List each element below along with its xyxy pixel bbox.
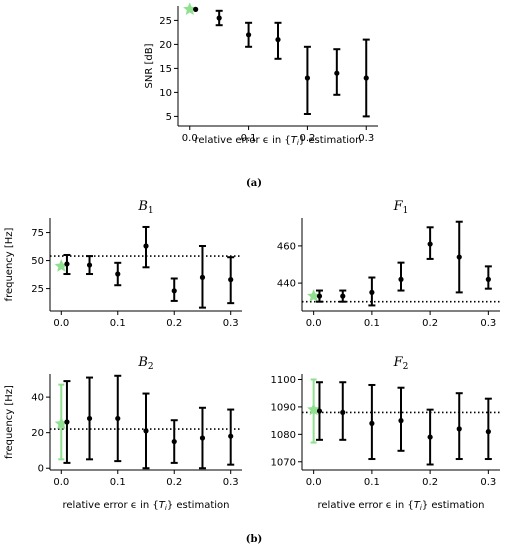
x-tick-label: 0.3 [358,133,374,144]
data-point [115,271,121,277]
x-tick-label: 0.3 [223,477,239,488]
data-point [171,288,177,294]
y-axis-label: frequency [Hz] [4,385,15,459]
data-point [398,276,404,282]
y-axis-label: SNR [dB] [144,43,155,88]
data-point [427,434,433,440]
y-axis-label: frequency [Hz] [4,227,15,301]
chart-B1: 0.0 0.1 0.2 0.3 25 50 75 B1 frequency [Hz] [4,199,242,329]
x-tick-label: 0.1 [110,477,126,488]
plots: 0.0 0.1 0.2 0.3 5 10 15 20 25 SNR [dB] relative er… [4,2,500,512]
data-point [64,419,70,425]
reference-star-marker [307,402,321,416]
x-tick-label: 0.0 [182,133,198,144]
data-point [143,428,149,434]
chart-F2: 0.0 0.1 0.2 0.3 1070 1080 1090 1100 F2 relative e… [271,355,500,512]
y-tick-label: 1080 [271,430,296,441]
chart-title: F2 [393,355,409,372]
data-point [369,289,375,295]
y-tick-label: 40 [31,393,44,404]
data-point [427,241,433,247]
data-point [363,75,369,81]
caption-b: (b) [246,534,262,545]
data-point [64,261,70,267]
y-tick-label: 1090 [271,402,296,413]
y-tick-label: 15 [159,64,172,75]
x-axis-label: relative error ϵ in {Ti} estimation [195,135,362,147]
x-axis-label: relative error ϵ in {Ti} estimation [318,500,485,512]
data-point [115,415,121,422]
data-point [275,37,281,43]
y-tick-label: 460 [277,241,296,252]
y-tick-label: 0 [38,464,44,475]
data-point [171,438,177,445]
y-tick-label: 50 [31,256,44,267]
y-tick-label: 440 [277,279,296,290]
data-point [369,420,375,426]
data-point [340,409,346,415]
data-point [456,254,462,260]
y-tick-label: 75 [31,228,44,239]
data-point [398,418,404,424]
reference-star-marker [307,289,321,302]
reference-star-marker [54,259,68,272]
x-tick-label: 0.1 [364,318,380,329]
x-tick-label: 0.0 [306,318,322,329]
chart-snr: 0.0 0.1 0.2 0.3 5 10 15 20 25 SNR [dB] relative er… [144,2,378,147]
x-tick-label: 0.3 [480,318,496,329]
x-axis-label: relative error ϵ in {Ti} estimation [63,500,230,512]
x-tick-label: 0.3 [223,318,239,329]
data-point [193,6,199,12]
data-point [485,276,491,282]
x-tick-label: 0.2 [166,318,182,329]
y-tick-label: 1070 [271,457,296,468]
x-tick-label: 0.1 [110,318,126,329]
x-tick-label: 0.2 [422,477,438,488]
chart-B2: 0.0 0.1 0.2 0.3 0 20 40 B2 frequency [Hz] relativ… [4,355,242,512]
chart-title: F1 [393,199,409,216]
x-tick-label: 0.0 [53,477,69,488]
data-point [456,426,462,432]
y-tick-label: 1100 [271,375,296,386]
x-tick-label: 0.1 [241,133,257,144]
x-tick-label: 0.1 [364,477,380,488]
y-tick-label: 10 [159,88,172,99]
y-tick-label: 20 [31,428,44,439]
data-point [340,293,346,299]
data-point [245,32,252,38]
x-tick-label: 0.2 [166,477,182,488]
data-point [316,293,323,299]
chart-F1: 0.0 0.1 0.2 0.3 440 460 F1 [277,199,500,329]
y-tick-label: 25 [31,284,44,295]
x-tick-label: 0.0 [53,318,69,329]
data-point [199,435,206,441]
data-point [304,75,311,81]
x-tick-label: 0.3 [480,477,496,488]
data-point [86,415,93,422]
caption-a: (a) [246,178,262,189]
data-point [228,277,234,283]
reference-star-marker [183,2,197,16]
y-tick-label: 25 [159,16,172,27]
data-point [143,243,149,249]
data-point [316,408,323,414]
x-tick-label: 0.2 [299,133,315,144]
y-tick-label: 20 [159,40,172,51]
chart-title: B2 [137,355,153,372]
chart-title: B1 [137,199,153,216]
y-tick-label: 5 [166,112,172,123]
data-point [334,70,340,76]
data-point [86,262,93,268]
data-point [485,429,491,435]
reference-star-marker [54,416,68,430]
x-tick-label: 0.2 [422,318,438,329]
data-point [199,274,206,280]
x-tick-label: 0.0 [306,477,322,488]
data-point [228,433,234,439]
data-point [216,15,222,21]
